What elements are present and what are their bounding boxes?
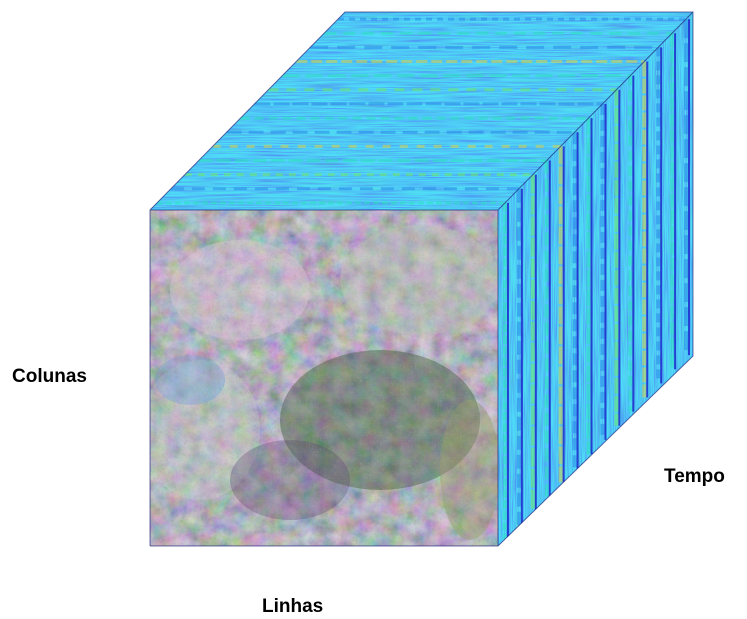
rows-axis-label: Linhas bbox=[262, 596, 324, 617]
satellite-image-front-face bbox=[150, 210, 498, 546]
columns-axis-label: Colunas bbox=[12, 366, 87, 387]
time-axis-label: Tempo bbox=[664, 466, 725, 487]
cube-edges bbox=[149, 11, 694, 547]
